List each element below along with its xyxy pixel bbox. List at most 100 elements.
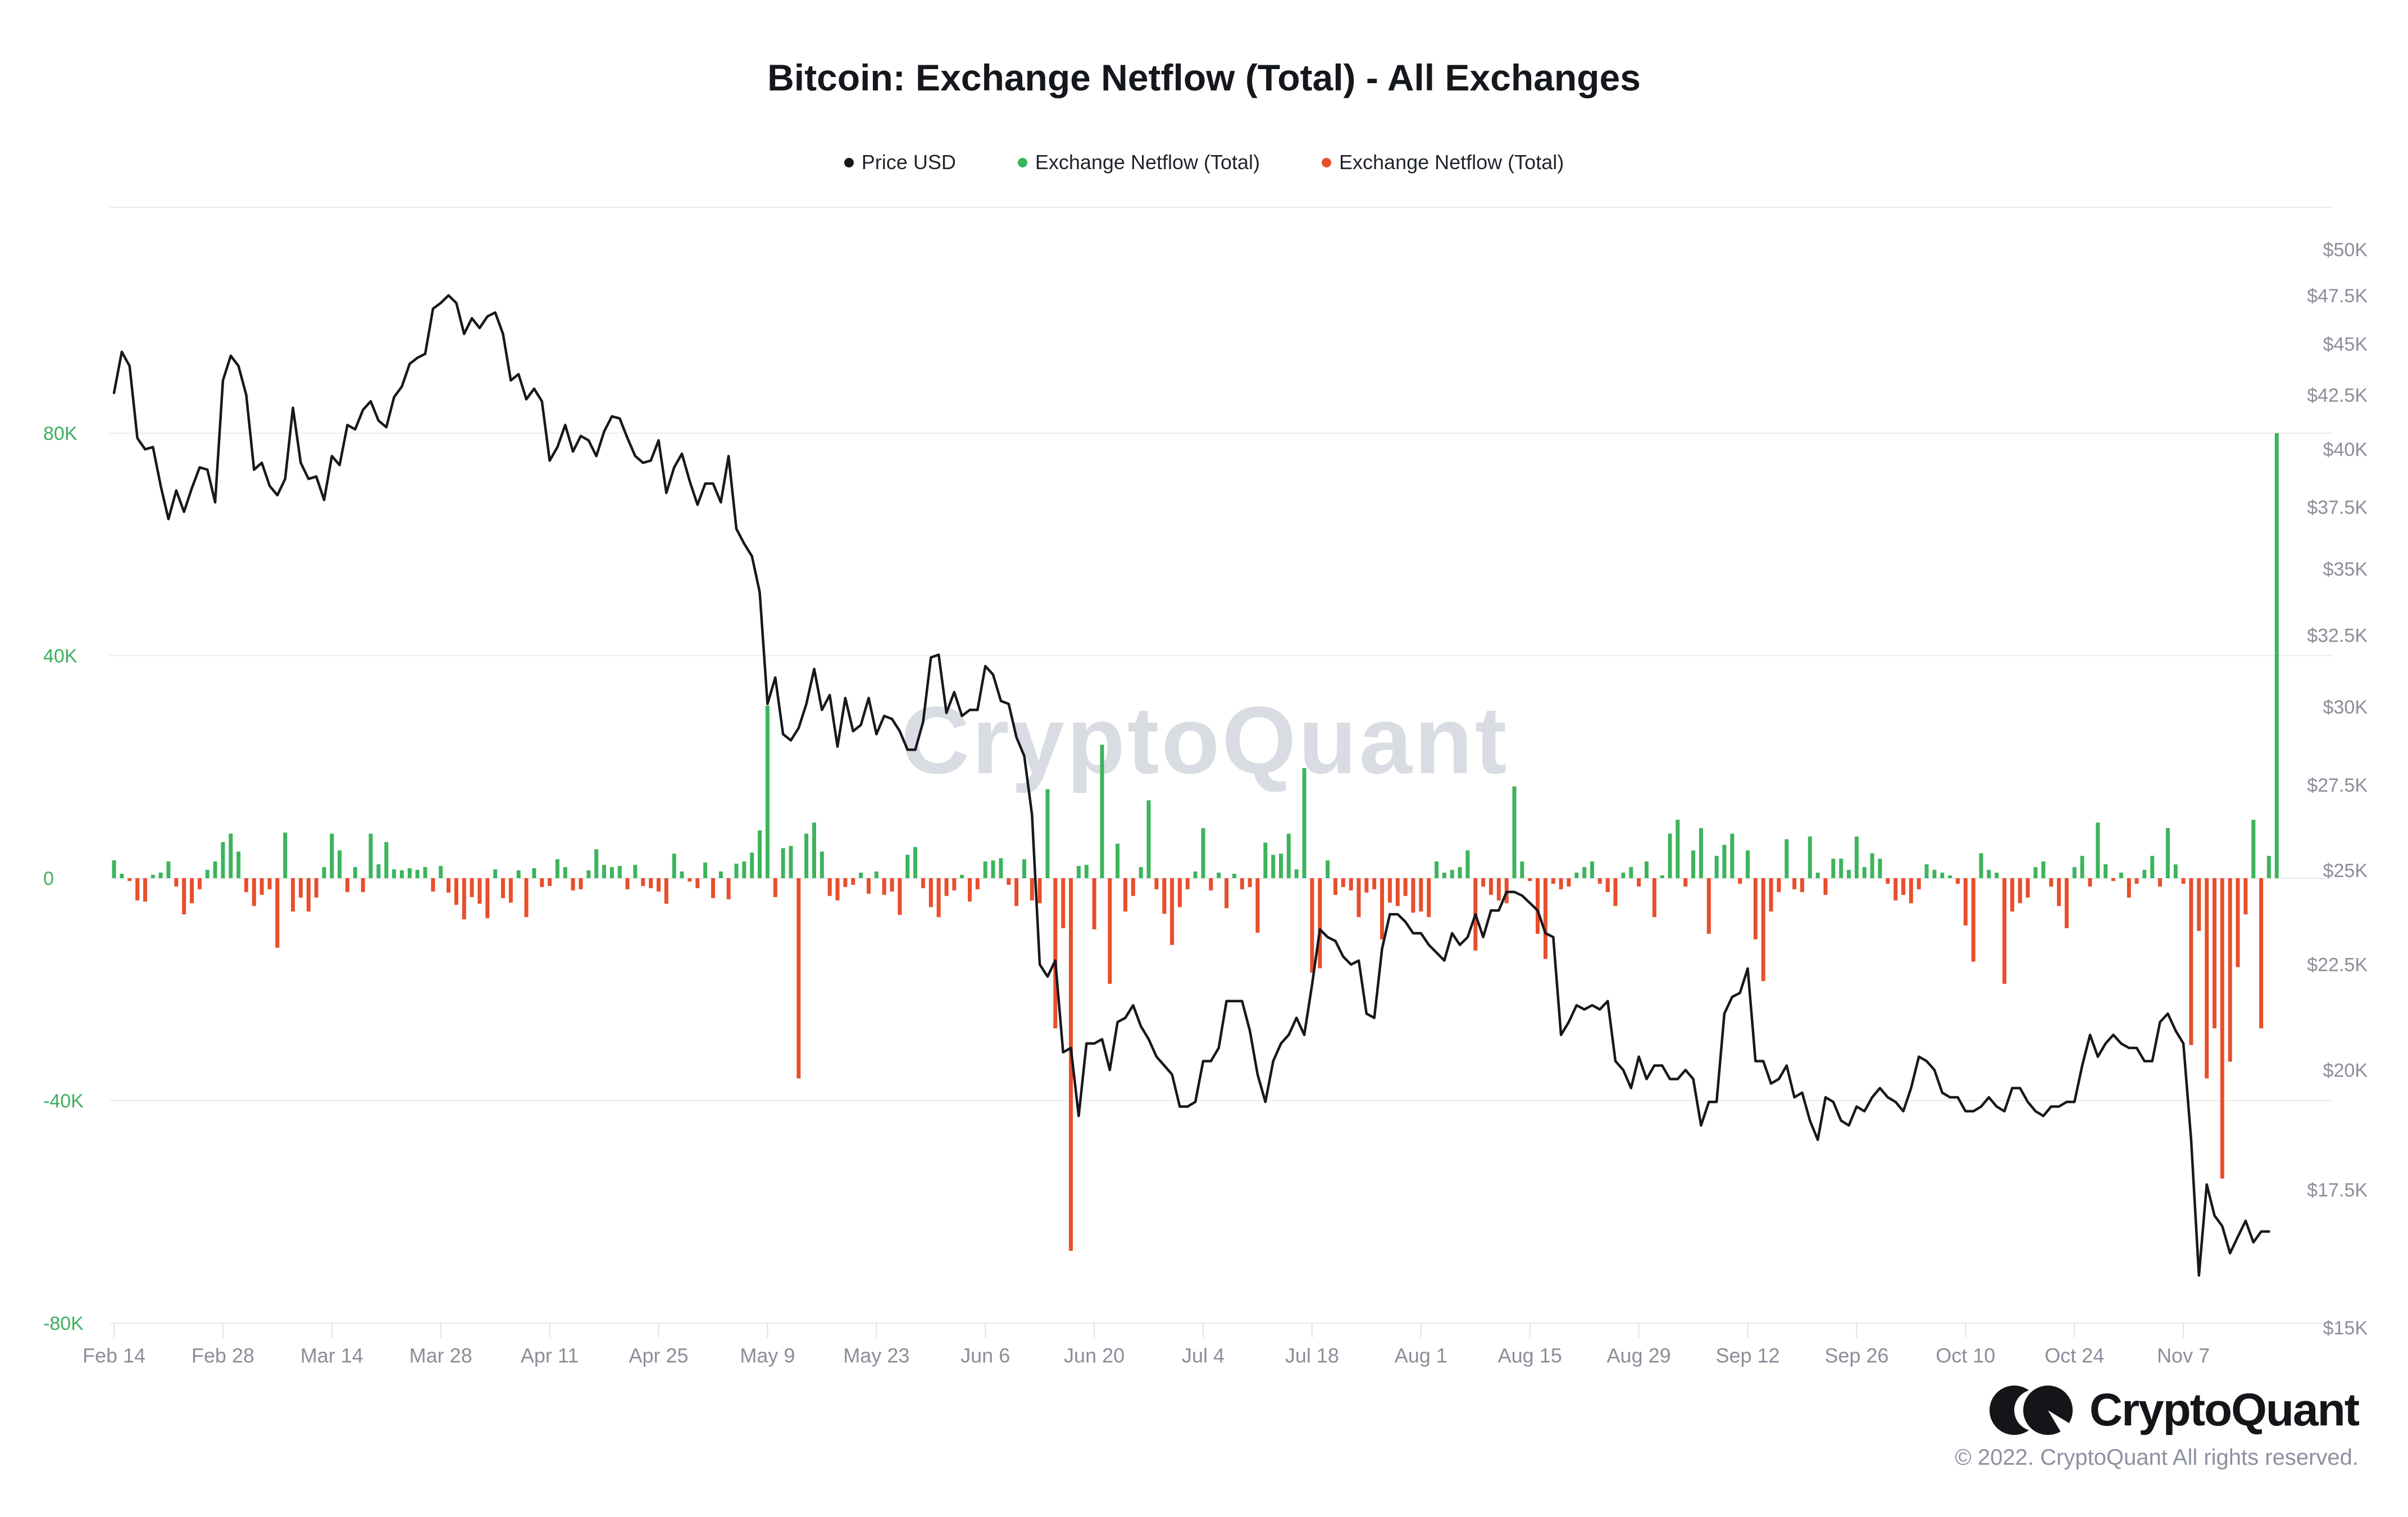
netflow-bar-negative	[2236, 878, 2240, 968]
netflow-bar-negative	[921, 878, 925, 888]
netflow-negative-dot-icon	[1322, 157, 1332, 167]
netflow-bar-negative	[890, 878, 894, 892]
netflow-bar-positive	[151, 875, 155, 878]
netflow-bar-positive	[781, 848, 785, 878]
netflow-bar-positive	[2274, 433, 2279, 878]
netflow-bar-positive	[1629, 867, 1633, 878]
netflow-bar-positive	[439, 866, 443, 878]
netflow-bar-negative	[345, 878, 349, 892]
netflow-bar-positive	[1045, 789, 1050, 878]
netflow-bar-positive	[1084, 865, 1089, 878]
netflow-bar-negative	[1162, 878, 1167, 914]
netflow-bar-positive	[376, 864, 381, 879]
netflow-bar-positive	[2033, 867, 2038, 878]
netflow-bar-positive	[999, 858, 1003, 878]
x-tick-label: Mar 28	[409, 1344, 472, 1367]
x-tick-label: Jun 6	[961, 1344, 1010, 1367]
x-tick-label: Oct 10	[1936, 1344, 1995, 1367]
netflow-bar-positive	[2165, 828, 2170, 878]
netflow-bar-negative	[1387, 878, 1392, 903]
netflow-bar-positive	[1714, 856, 1719, 878]
netflow-bar-positive	[1520, 861, 1524, 878]
netflow-bar-positive	[407, 868, 412, 878]
netflow-bar-positive	[1574, 873, 1579, 878]
netflow-bar-positive	[2080, 856, 2084, 878]
netflow-bar-positive	[991, 860, 995, 878]
netflow-bar-negative	[1380, 878, 1384, 939]
netflow-bar-positive	[221, 842, 225, 879]
x-tick-label: Sep 26	[1824, 1344, 1888, 1367]
right-axis-tick: $20K	[2323, 1060, 2368, 1081]
netflow-bar-positive	[1862, 867, 1867, 878]
netflow-bar-negative	[1706, 878, 1711, 934]
netflow-bar-positive	[1699, 828, 1703, 878]
netflow-bar-negative	[571, 878, 575, 891]
netflow-bar-positive	[1847, 870, 1851, 879]
netflow-bar-negative	[135, 878, 140, 901]
netflow-bar-negative	[2010, 878, 2014, 912]
netflow-bar-positive	[1590, 861, 1594, 878]
netflow-bar-positive	[205, 870, 210, 879]
netflow-bar-positive	[609, 867, 614, 878]
legend-item-price[interactable]: Price USD	[844, 151, 956, 174]
netflow-bar-positive	[804, 833, 809, 878]
netflow-bar-negative	[936, 878, 941, 918]
netflow-bar-negative	[2057, 878, 2061, 906]
x-tick-label: Jun 20	[1064, 1344, 1125, 1367]
netflow-bar-negative	[867, 878, 871, 894]
right-axis-tick: $47.5K	[2307, 285, 2368, 307]
netflow-bar-negative	[2134, 878, 2139, 884]
netflow-bar-positive	[1660, 875, 1664, 878]
legend-label-netflow-positive: Exchange Netflow (Total)	[1035, 151, 1260, 174]
netflow-bar-negative	[968, 878, 972, 902]
netflow-bar-negative	[1769, 878, 1773, 912]
netflow-bar-negative	[197, 878, 202, 889]
netflow-bar-positive	[812, 823, 816, 878]
cryptoquant-logo-icon	[1989, 1386, 2074, 1438]
netflow-bar-positive	[120, 874, 124, 878]
netflow-bar-negative	[649, 878, 653, 888]
netflow-bar-positive	[859, 873, 863, 878]
netflow-bar-negative	[1567, 878, 1571, 887]
brand-row: CryptoQuant	[1955, 1381, 2360, 1439]
netflow-bar-positive	[2119, 873, 2123, 878]
netflow-bar-positive	[1022, 859, 1026, 878]
legend-item-netflow-negative[interactable]: Exchange Netflow (Total)	[1322, 151, 1564, 174]
netflow-bar-positive	[532, 868, 536, 878]
netflow-bar-positive	[1279, 853, 1283, 878]
netflow-bar-positive	[633, 865, 638, 878]
legend-label-netflow-negative: Exchange Netflow (Total)	[1339, 151, 1564, 174]
netflow-bar-negative	[1761, 878, 1765, 982]
netflow-bar-negative	[252, 878, 256, 906]
netflow-bar-positive	[493, 869, 498, 878]
netflow-bar-negative	[548, 878, 552, 886]
netflow-bar-positive	[2072, 867, 2077, 878]
netflow-bar-positive	[2104, 864, 2108, 879]
right-axis-tick: $15K	[2323, 1318, 2368, 1339]
netflow-bar-negative	[1637, 878, 1641, 887]
netflow-bar-negative	[1185, 878, 1190, 889]
netflow-bar-negative	[641, 878, 645, 886]
cryptoquant-watermark: CryptoQuant	[900, 687, 1509, 794]
netflow-bar-negative	[2220, 878, 2224, 1179]
netflow-bar-negative	[454, 878, 458, 905]
netflow-bar-positive	[718, 871, 723, 878]
netflow-bar-negative	[361, 878, 365, 892]
netflow-bar-positive	[166, 861, 171, 878]
footer: CryptoQuant © 2022. CryptoQuant All righ…	[1955, 1381, 2360, 1470]
netflow-bar-positive	[960, 875, 964, 878]
right-axis-tick: $50K	[2323, 239, 2368, 261]
netflow-bar-positive	[1621, 873, 1626, 878]
netflow-bar-positive	[1785, 839, 1789, 878]
legend-item-netflow-positive[interactable]: Exchange Netflow (Total)	[1017, 151, 1260, 174]
netflow-bar-positive	[392, 869, 397, 878]
netflow-bar-positive	[415, 870, 420, 879]
x-tick-label: Oct 24	[2045, 1344, 2104, 1367]
netflow-bar-negative	[2049, 878, 2054, 887]
netflow-bar-negative	[431, 878, 435, 892]
netflow-bar-negative	[2127, 878, 2131, 898]
netflow-bar-negative	[1419, 878, 1423, 912]
netflow-bar-positive	[2142, 870, 2147, 879]
netflow-bar-negative	[1069, 878, 1073, 1251]
